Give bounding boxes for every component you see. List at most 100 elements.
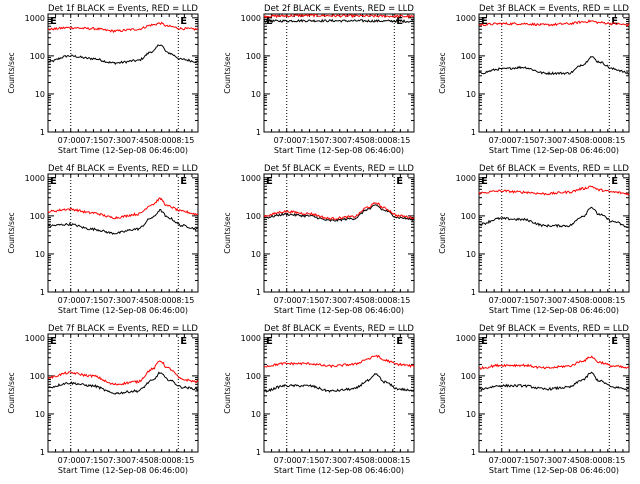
x-axis-label: Start Time (12-Sep-08 06:46:00) bbox=[274, 306, 404, 315]
marker-e-left: E bbox=[50, 336, 57, 347]
marker-e-right: E bbox=[611, 336, 618, 347]
y-tick-label: 100 bbox=[30, 212, 45, 221]
marker-e-right: E bbox=[611, 16, 618, 27]
y-tick-label: 1 bbox=[256, 128, 261, 137]
plot-frame bbox=[47, 333, 199, 453]
y-axis-label: Counts/sec bbox=[438, 212, 447, 253]
y-axis-label: Counts/sec bbox=[223, 212, 232, 253]
marker-e-right: E bbox=[180, 336, 187, 347]
x-tick-label: 07:15 bbox=[80, 136, 103, 145]
x-tick-label: 08:15 bbox=[602, 136, 625, 145]
x-tick-label: 07:45 bbox=[126, 136, 149, 145]
x-tick-label: 07:00 bbox=[489, 296, 512, 305]
series-lld-line bbox=[263, 354, 415, 369]
panel-title: Det 7f BLACK = Events, RED = LLD bbox=[48, 324, 198, 334]
y-tick-label: 1000 bbox=[241, 14, 261, 23]
panel-title: Det 2f BLACK = Events, RED = LLD bbox=[264, 4, 414, 14]
series-lld-line bbox=[478, 355, 630, 370]
y-tick-label: 1000 bbox=[456, 14, 476, 23]
x-tick-label: 08:00 bbox=[580, 296, 603, 305]
x-tick-label: 07:00 bbox=[58, 456, 81, 465]
y-axis-label: Counts/sec bbox=[438, 372, 447, 413]
series-lld-line bbox=[263, 13, 415, 19]
x-tick-label: 07:30 bbox=[103, 136, 126, 145]
series-events-line bbox=[47, 44, 199, 66]
x-tick-label: 07:00 bbox=[489, 136, 512, 145]
x-axis-label: Start Time (12-Sep-08 06:46:00) bbox=[489, 306, 619, 315]
series-events-line bbox=[478, 206, 630, 229]
y-tick-label: 1 bbox=[471, 288, 476, 297]
y-tick-label: 1000 bbox=[241, 334, 261, 343]
series-events-line bbox=[47, 209, 199, 235]
marker-e-left: E bbox=[266, 16, 273, 27]
marker-e-right: E bbox=[180, 16, 187, 27]
y-tick-label: 10 bbox=[466, 250, 476, 259]
series-events-line bbox=[478, 371, 629, 391]
x-tick-label: 07:45 bbox=[557, 456, 580, 465]
x-tick-label: 07:30 bbox=[103, 456, 126, 465]
panel-8: Det 8f BLACK = Events, RED = LLD 1 10 100 10… bbox=[223, 324, 415, 475]
y-tick-label: 100 bbox=[246, 372, 261, 381]
marker-e-right: E bbox=[396, 336, 403, 347]
y-axis-label: Counts/sec bbox=[7, 212, 16, 253]
series-lld-line bbox=[47, 360, 199, 386]
y-tick-label: 100 bbox=[461, 372, 476, 381]
y-tick-label: 100 bbox=[461, 52, 476, 61]
y-tick-label: 10 bbox=[251, 250, 261, 259]
x-tick-label: 08:00 bbox=[149, 456, 172, 465]
x-tick-label: 08:15 bbox=[602, 296, 625, 305]
x-tick-label: 08:15 bbox=[171, 296, 194, 305]
panel-title: Det 4f BLACK = Events, RED = LLD bbox=[48, 164, 198, 174]
y-axis-label: Counts/sec bbox=[7, 372, 16, 413]
x-tick-label: 08:00 bbox=[365, 136, 388, 145]
marker-e-right: E bbox=[611, 176, 618, 187]
y-tick-label: 100 bbox=[30, 372, 45, 381]
y-tick-label: 1 bbox=[471, 128, 476, 137]
y-tick-label: 100 bbox=[246, 212, 261, 221]
y-axis-label: Counts/sec bbox=[223, 372, 232, 413]
x-axis-label: Start Time (12-Sep-08 06:46:00) bbox=[489, 146, 619, 155]
panel-4: Det 4f BLACK = Events, RED = LLD 1 10 100 10… bbox=[7, 164, 199, 315]
plot-frame bbox=[263, 333, 415, 453]
plot-frame bbox=[478, 333, 630, 453]
panel-title: Det 6f BLACK = Events, RED = LLD bbox=[479, 164, 629, 174]
y-tick-label: 1 bbox=[40, 128, 45, 137]
y-tick-label: 10 bbox=[35, 410, 45, 419]
x-tick-label: 08:00 bbox=[365, 296, 388, 305]
x-tick-label: 07:00 bbox=[489, 456, 512, 465]
x-tick-label: 07:30 bbox=[103, 296, 126, 305]
panel-title: Det 5f BLACK = Events, RED = LLD bbox=[264, 164, 414, 174]
y-axis-label: Counts/sec bbox=[223, 52, 232, 93]
x-tick-label: 07:45 bbox=[342, 296, 365, 305]
plot-frame bbox=[263, 13, 415, 133]
x-axis-label: Start Time (12-Sep-08 06:46:00) bbox=[274, 146, 404, 155]
x-tick-label: 07:45 bbox=[126, 456, 149, 465]
x-tick-label: 08:00 bbox=[149, 136, 172, 145]
series-lld-line bbox=[478, 185, 630, 196]
x-tick-label: 07:30 bbox=[534, 296, 557, 305]
x-axis-label: Start Time (12-Sep-08 06:46:00) bbox=[489, 466, 619, 475]
x-tick-label: 07:30 bbox=[319, 136, 342, 145]
x-tick-label: 07:15 bbox=[80, 456, 103, 465]
y-tick-label: 1 bbox=[471, 448, 476, 457]
x-tick-label: 08:15 bbox=[171, 136, 194, 145]
marker-e-left: E bbox=[266, 176, 273, 187]
x-axis-label: Start Time (12-Sep-08 06:46:00) bbox=[58, 306, 188, 315]
panel-9: Det 9f BLACK = Events, RED = LLD 1 10 100 10… bbox=[438, 324, 630, 475]
y-tick-label: 1000 bbox=[456, 174, 476, 183]
x-tick-label: 07:15 bbox=[511, 456, 534, 465]
x-tick-label: 07:00 bbox=[274, 136, 297, 145]
x-tick-label: 07:15 bbox=[296, 456, 319, 465]
x-tick-label: 07:15 bbox=[80, 296, 103, 305]
panel-2: Det 2f BLACK = Events, RED = LLD 1 10 100 10… bbox=[223, 4, 415, 155]
x-tick-label: 07:00 bbox=[274, 296, 297, 305]
panel-title: Det 1f BLACK = Events, RED = LLD bbox=[48, 4, 198, 14]
x-tick-label: 07:45 bbox=[342, 456, 365, 465]
y-tick-label: 10 bbox=[35, 90, 45, 99]
y-tick-label: 1000 bbox=[25, 14, 45, 23]
y-tick-label: 10 bbox=[251, 410, 261, 419]
panel-5: Det 5f BLACK = Events, RED = LLD 1 10 100 10… bbox=[223, 164, 415, 315]
x-tick-label: 07:45 bbox=[342, 136, 365, 145]
y-tick-label: 1000 bbox=[25, 334, 45, 343]
